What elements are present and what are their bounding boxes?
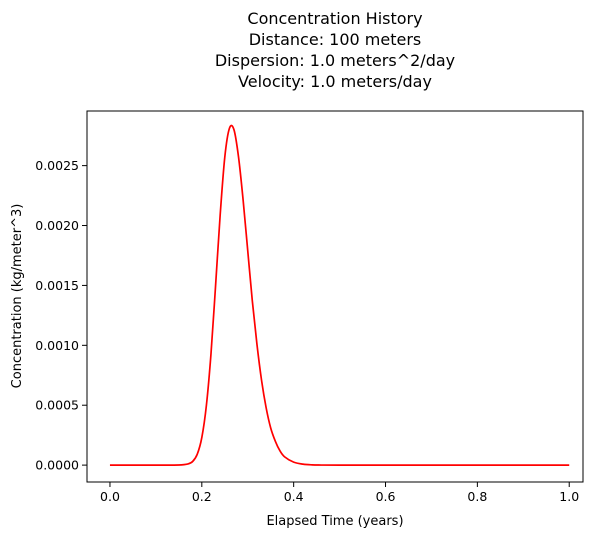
- x-tick-label: 0.2: [192, 489, 212, 504]
- x-axis: 0.0 0.2 0.4 0.6 0.8 1.0: [100, 482, 579, 504]
- x-tick-label: 0.6: [376, 489, 396, 504]
- chart-title: Concentration History Distance: 100 mete…: [215, 9, 455, 91]
- y-tick-label: 0.0025: [35, 158, 79, 173]
- x-tick-label: 0.8: [467, 489, 487, 504]
- y-tick-label: 0.0015: [35, 278, 79, 293]
- y-tick-label: 0.0005: [35, 398, 79, 413]
- y-tick-label: 0.0010: [35, 338, 79, 353]
- x-axis-label: Elapsed Time (years): [266, 514, 403, 529]
- y-tick-label: 0.0000: [35, 458, 79, 473]
- plot-area: [87, 111, 583, 482]
- x-tick-label: 1.0: [559, 489, 579, 504]
- plot-frame: [86, 110, 584, 483]
- y-axis-label: Concentration (kg/meter^3): [10, 204, 25, 389]
- series-line-concentration: [109, 124, 570, 466]
- y-tick-label: 0.0020: [35, 218, 79, 233]
- title-line-4: Velocity: 1.0 meters/day: [238, 72, 432, 91]
- title-line-3: Dispersion: 1.0 meters^2/day: [215, 51, 455, 70]
- title-line-2: Distance: 100 meters: [249, 30, 422, 49]
- x-tick-label: 0.4: [284, 489, 304, 504]
- x-tick-label: 0.0: [100, 489, 120, 504]
- title-line-1: Concentration History: [247, 9, 422, 28]
- y-axis: 0.0000 0.0005 0.0010 0.0015 0.0020 0.0025: [35, 158, 87, 473]
